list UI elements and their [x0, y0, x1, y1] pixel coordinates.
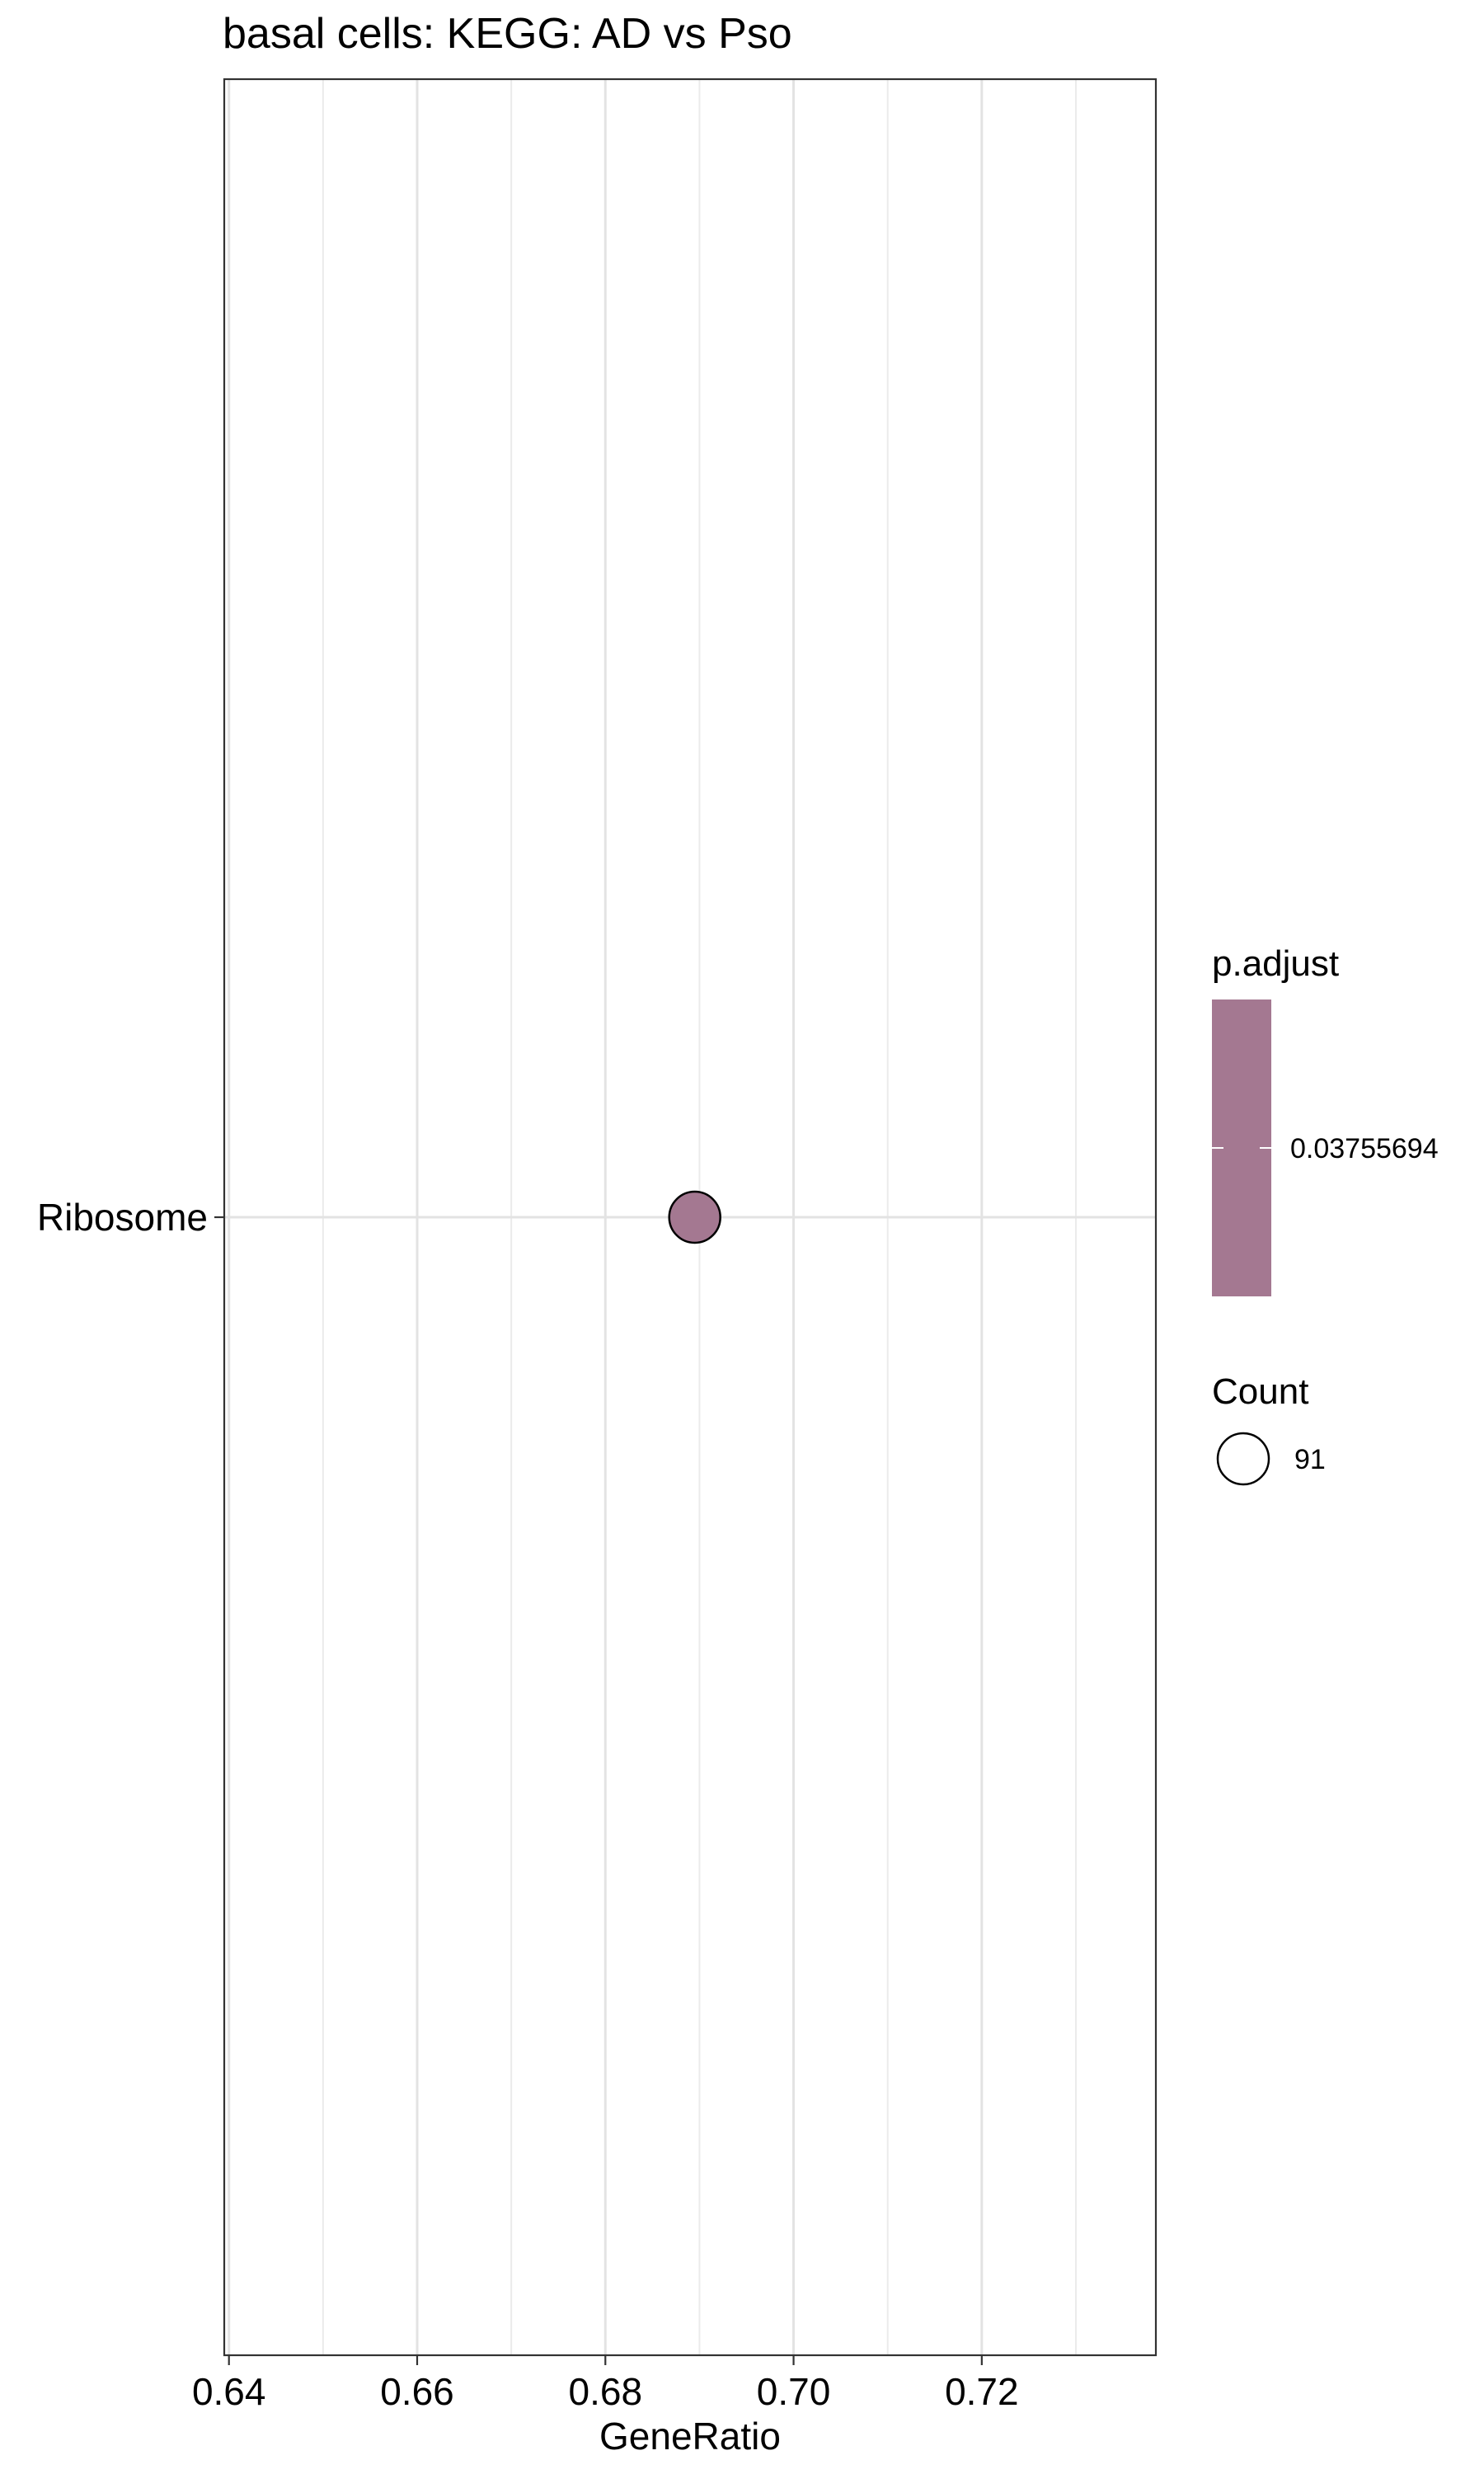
- legend-size-label: 91: [1294, 1444, 1326, 1475]
- y-tick-label: Ribosome: [37, 1196, 208, 1239]
- x-tick-label: 0.64: [192, 2370, 266, 2413]
- legend-color-label: 0.03755694: [1290, 1133, 1439, 1164]
- legend-size-title: Count: [1212, 1371, 1308, 1412]
- legend-color-title: p.adjust: [1212, 943, 1339, 984]
- x-tick-label: 0.72: [945, 2370, 1019, 2413]
- y-axis: Ribosome: [37, 1196, 224, 1239]
- data-point: [668, 1190, 721, 1244]
- x-axis: 0.64 0.66 0.68 0.70 0.72: [192, 2355, 1019, 2413]
- point-layer: [668, 1190, 721, 1244]
- chart-title: basal cells: KEGG: AD vs Pso: [223, 10, 792, 58]
- x-tick-label: 0.70: [757, 2370, 831, 2413]
- x-tick-label: 0.68: [569, 2370, 643, 2413]
- x-axis-title: GeneRatio: [599, 2415, 781, 2458]
- x-tick-label: 0.66: [380, 2370, 454, 2413]
- legend-size-circle: [1216, 1432, 1270, 1486]
